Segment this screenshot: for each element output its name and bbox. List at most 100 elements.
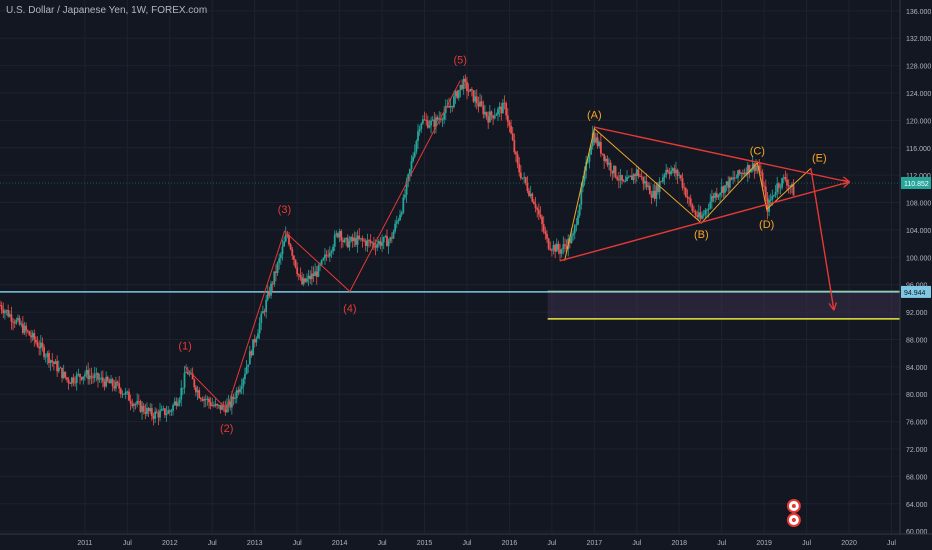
candle-body xyxy=(74,382,77,384)
candle-body xyxy=(720,186,723,194)
horizontal-level-tag xyxy=(901,285,931,298)
candle-body xyxy=(588,154,591,162)
time-axis[interactable]: 2011 Jul 2012 Jul 2013 Jul 2014 Jul 2015 Jul 2016 J… xyxy=(0,533,932,547)
candle-body xyxy=(355,237,357,245)
candle-body xyxy=(214,404,217,406)
candle-body xyxy=(139,401,142,412)
candle-body xyxy=(248,351,251,365)
candle-body xyxy=(725,181,728,186)
candle-body xyxy=(608,162,610,165)
price-axis[interactable]: 136.000 132.000 128.000 124.000 120.000 116.0… xyxy=(899,0,931,536)
candle-body xyxy=(260,313,263,323)
candle-body xyxy=(142,405,145,412)
candle-body xyxy=(15,319,18,324)
candle-body xyxy=(541,216,543,225)
candle-body xyxy=(359,238,362,240)
price-tick-label: 128.000 xyxy=(906,64,931,71)
candle-body xyxy=(469,88,472,92)
candle-body xyxy=(619,175,622,181)
candle-body xyxy=(648,185,651,195)
candle-body xyxy=(456,91,459,98)
candle-body xyxy=(707,208,710,210)
candle-body xyxy=(722,186,725,193)
candle-body xyxy=(191,373,194,380)
candle-body xyxy=(593,132,596,143)
candle-body xyxy=(306,278,308,282)
candle-body xyxy=(637,169,640,177)
candle-body xyxy=(195,387,197,393)
target-zone xyxy=(0,290,900,320)
candle-body xyxy=(421,119,424,124)
candle-body xyxy=(3,311,6,314)
time-tick-label: Jul xyxy=(632,540,641,547)
candle-body xyxy=(557,243,560,250)
triangle-upper-line xyxy=(594,126,849,182)
candle-body xyxy=(235,390,238,399)
candle-body xyxy=(704,210,707,215)
candle-body xyxy=(198,390,201,399)
candle-body xyxy=(701,215,704,219)
candle-body xyxy=(17,318,19,320)
time-tick-label: 2013 xyxy=(247,540,263,547)
candle-body xyxy=(382,236,385,243)
candle-body xyxy=(575,224,578,226)
candle-body xyxy=(650,194,653,198)
candle-body xyxy=(410,161,413,170)
candle-body xyxy=(48,353,50,364)
candle-body xyxy=(542,224,545,232)
candle-body xyxy=(699,212,702,219)
candle-body xyxy=(544,231,547,235)
candle-body xyxy=(288,235,290,245)
target-zone-fill xyxy=(547,291,900,319)
candle-body xyxy=(291,249,294,256)
candle-body xyxy=(128,391,130,401)
candle-body xyxy=(446,105,449,107)
candle-body xyxy=(596,137,599,147)
candle-body xyxy=(204,398,207,400)
candle-body xyxy=(549,248,552,250)
candle-body xyxy=(162,408,165,410)
candle-body xyxy=(196,390,199,393)
wave-label: (C) xyxy=(750,146,765,158)
candle-body xyxy=(655,185,658,199)
candle-body xyxy=(43,347,45,357)
candle-body xyxy=(258,322,261,334)
candle-body xyxy=(423,119,426,121)
candle-body xyxy=(52,362,55,364)
candle-body xyxy=(221,404,223,410)
candle-body xyxy=(356,235,359,245)
candle-body xyxy=(178,399,181,404)
candle-body xyxy=(88,375,91,380)
candle-body xyxy=(606,158,609,165)
last-price-label: 110.852 xyxy=(904,181,929,188)
wave-label: (E) xyxy=(812,152,827,164)
candle-body xyxy=(459,84,462,90)
price-tick-label: 80.000 xyxy=(906,392,928,399)
candle-body xyxy=(644,181,646,184)
candle-body xyxy=(137,401,140,402)
candle-body xyxy=(470,88,473,91)
candle-body xyxy=(77,373,80,375)
candle-body xyxy=(480,101,483,106)
candle-body xyxy=(87,369,90,380)
time-tick-label: 2011 xyxy=(77,540,92,547)
candle-body xyxy=(177,403,179,406)
candle-body xyxy=(583,170,586,182)
candle-body xyxy=(599,142,602,154)
candle-body xyxy=(281,246,284,255)
candle-body xyxy=(464,78,467,82)
candle-body xyxy=(792,184,795,196)
candle-body xyxy=(18,318,21,325)
candle-body xyxy=(681,178,684,188)
candle-body xyxy=(755,165,757,171)
candle-body xyxy=(21,323,24,333)
candle-body xyxy=(141,405,143,412)
candle-body xyxy=(296,267,299,275)
candle-body xyxy=(2,309,5,314)
candle-body xyxy=(502,102,504,114)
candle-body xyxy=(337,233,339,238)
candle-body xyxy=(252,339,254,356)
candle-body xyxy=(103,381,106,387)
candle-body xyxy=(573,225,576,234)
